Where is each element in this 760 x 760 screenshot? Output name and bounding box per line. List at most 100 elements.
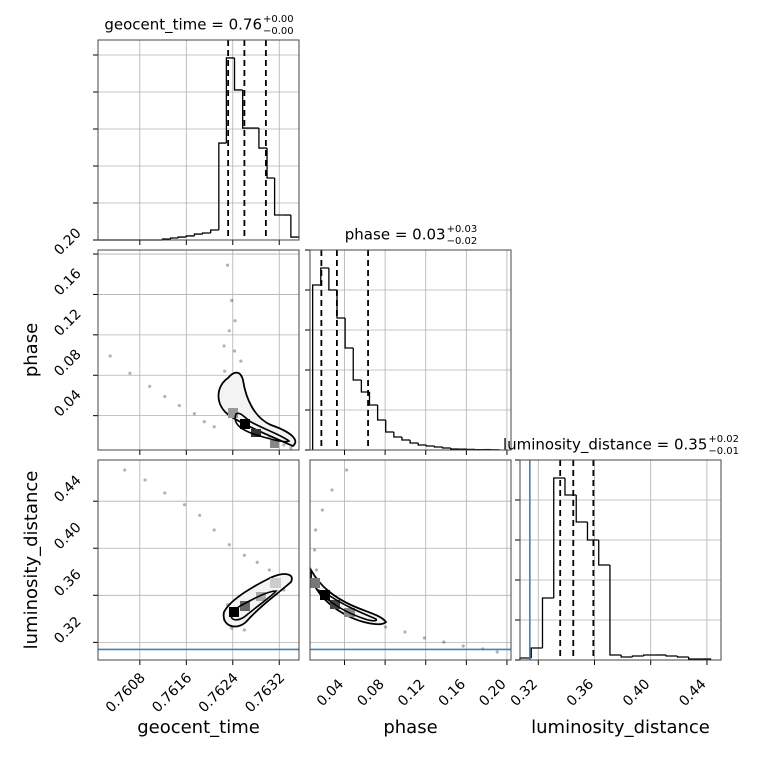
panel-frame [97, 459, 300, 661]
x-axis-label: phase [383, 717, 437, 738]
histogram-step [609, 565, 622, 656]
lower-error: −0.00 [263, 26, 294, 37]
lower-error: −0.01 [708, 446, 739, 457]
sample-point [163, 491, 167, 495]
histogram-step [688, 657, 700, 660]
y-tick-label: 0.12 [51, 306, 84, 339]
sample-point [143, 478, 147, 482]
sample-point [403, 630, 407, 634]
sample-point [163, 394, 167, 399]
y-axis-label: luminosity_distance [21, 471, 42, 650]
sample-point [422, 636, 427, 640]
density-cell [229, 607, 239, 617]
histogram-step [169, 237, 179, 240]
histogram-step [425, 445, 435, 447]
histogram-step [320, 267, 329, 285]
sample-point [442, 640, 446, 644]
sample-point [255, 560, 259, 564]
histogram-step [541, 597, 554, 648]
panel-frame [97, 39, 300, 241]
sample-point [192, 412, 197, 416]
sample-point [461, 644, 465, 648]
y-tick-label: 0.16 [51, 266, 84, 299]
y-tick-label: 0.40 [51, 520, 84, 553]
sample-point [123, 468, 127, 472]
y-tick-label: 0.32 [51, 614, 84, 647]
histogram-step [530, 647, 543, 658]
histogram-step [201, 232, 211, 235]
sample-point [314, 568, 319, 572]
sample-point [230, 626, 234, 630]
grid-layer [98, 40, 721, 661]
histogram-step [417, 443, 427, 446]
x-tick-label: 0.20 [476, 676, 509, 709]
x-tick-label: 0.12 [395, 676, 428, 709]
histogram-step [225, 57, 235, 144]
histogram-step [598, 540, 610, 566]
sample-point [128, 371, 132, 375]
sample-point [282, 443, 286, 447]
y-tick-label: 0.44 [51, 472, 84, 505]
sample-point [222, 344, 226, 348]
sample-point [242, 553, 246, 557]
density-cell [270, 578, 281, 588]
histogram-step [385, 420, 394, 433]
x-axis-label: geocent_time [137, 717, 260, 738]
histogram-step [631, 655, 644, 657]
histogram-step [290, 215, 299, 238]
histogram-step [409, 440, 419, 444]
histogram-step [586, 522, 599, 541]
x-tick-label: 0.04 [314, 676, 347, 709]
histogram-step [258, 128, 268, 149]
x-tick-label: 0.16 [436, 676, 469, 709]
panel-frame [309, 459, 512, 661]
contour-layer [217, 371, 388, 628]
x-tick-label: 0.7624 [196, 670, 242, 716]
histogram-step [328, 268, 338, 291]
sample-point [289, 446, 293, 450]
density-contour [317, 589, 378, 622]
upper-error: +0.03 [447, 224, 478, 235]
y-tick-label: 0.04 [51, 387, 84, 420]
density-cell [270, 440, 279, 448]
density-cell [240, 419, 250, 429]
x-tick-label: 0.44 [676, 676, 709, 709]
x-tick-label: 0.32 [508, 676, 541, 709]
y-tick-label: 0.20 [51, 225, 84, 258]
histogram-step [193, 233, 203, 236]
histogram-step [433, 446, 443, 448]
histogram-step [401, 437, 411, 441]
panel-title: geocent_time = 0.76 [104, 16, 262, 35]
density-cell [256, 592, 266, 601]
histogram-step [344, 318, 354, 349]
histogram-step [352, 348, 362, 381]
histogram-step [620, 655, 633, 658]
sample-point [312, 548, 317, 552]
x-axis-label: luminosity_distance [531, 717, 710, 738]
upper-error: +0.00 [263, 14, 294, 25]
histogram-step [210, 229, 219, 233]
sample-point [198, 513, 202, 517]
density-cell [240, 601, 250, 611]
sample-point [108, 354, 112, 358]
histogram-step [368, 392, 378, 406]
lower-error: −0.02 [447, 236, 478, 247]
sample-point [225, 263, 230, 267]
panel-frame [519, 459, 722, 661]
sample-point [313, 528, 318, 532]
histogram-step [177, 236, 187, 238]
histogram-step [266, 148, 275, 179]
sample-point [242, 628, 246, 632]
x-tick-label: 0.7608 [103, 670, 149, 716]
panel-frame [309, 249, 512, 451]
sample-point [267, 568, 271, 572]
histogram-step [336, 290, 346, 319]
sample-point [182, 503, 187, 507]
sample-point [212, 528, 216, 532]
density-contour [234, 412, 291, 443]
panel-title: phase = 0.03 [345, 226, 446, 244]
sample-point [239, 359, 243, 363]
sample-point [495, 650, 499, 654]
foreground-layer: geocent_time = 0.76 +0.00−0.00 phase = 0.0… [21, 14, 739, 738]
